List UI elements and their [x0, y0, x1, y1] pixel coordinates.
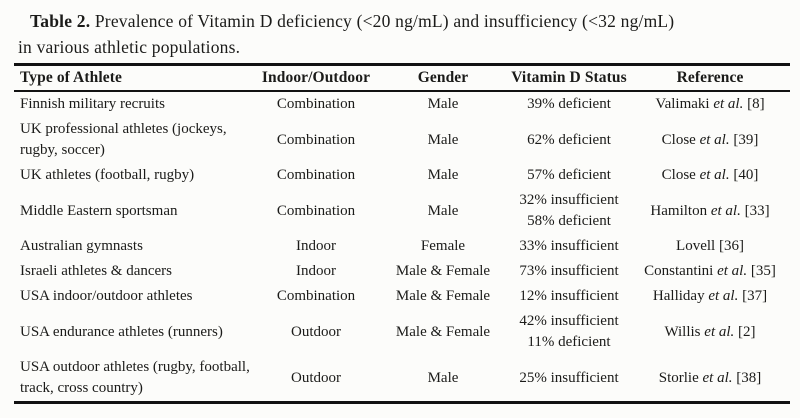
cell-status: 32% insufficient 58% deficient: [519, 192, 619, 229]
reference-number: [8]: [747, 96, 765, 112]
cell-reference: Close et al. [40]: [630, 163, 790, 188]
reference-number: [33]: [744, 202, 770, 219]
cell-athlete: Australian gymnasts: [20, 238, 143, 254]
cell-status: 42% insufficient 11% deficient: [519, 313, 619, 350]
cell-reference: Storlie et al. [38]: [630, 355, 790, 403]
cell-environment: Outdoor: [291, 369, 341, 386]
cell-gender: Male: [427, 131, 459, 148]
table-row: Australian gymnasts Indoor Female 33% in…: [14, 234, 790, 259]
reference-author: Close: [661, 131, 696, 148]
reference-number: [35]: [750, 263, 776, 279]
reference-number: [38]: [736, 369, 762, 386]
reference-author: Halliday: [652, 288, 705, 304]
col-header-indoor-outdoor: Indoor/Outdoor: [254, 64, 378, 92]
col-header-vitamin-d-status: Vitamin D Status: [508, 64, 630, 92]
reference-etal: et al.: [708, 288, 739, 304]
table-row: USA indoor/outdoor athletes Combination …: [14, 284, 790, 309]
cell-status: 39% deficient: [527, 96, 611, 112]
cell-status: 12% insufficient: [519, 288, 619, 304]
cell-athlete: Israeli athletes & dancers: [20, 263, 173, 279]
table-row: USA outdoor athletes (rugby, football, t…: [14, 355, 790, 403]
reference-etal: et al.: [717, 263, 748, 279]
reference-number: [2]: [738, 323, 756, 340]
cell-reference: Halliday et al. [37]: [630, 284, 790, 309]
reference-etal: et al.: [713, 96, 744, 112]
table-row: Israeli athletes & dancers Indoor Male &…: [14, 259, 790, 284]
cell-gender: Male: [427, 96, 459, 112]
caption-line-2: in various athletic populations.: [18, 37, 241, 57]
table-row: UK athletes (football, rugby) Combinatio…: [14, 163, 790, 188]
cell-environment: Combination: [276, 202, 356, 219]
cell-reference: Lovell [36]: [630, 234, 790, 259]
cell-gender: Female: [420, 238, 466, 254]
cell-environment: Indoor: [296, 238, 336, 254]
cell-environment: Combination: [276, 96, 356, 112]
reference-author: Hamilton: [650, 202, 708, 219]
cell-athlete: Finnish military recruits: [20, 96, 165, 112]
table-row: Finnish military recruits Combination Ma…: [14, 91, 790, 117]
cell-status: 33% insufficient: [519, 238, 619, 254]
table-row: Middle Eastern sportsman Combination Mal…: [14, 188, 790, 234]
cell-environment: Outdoor: [291, 323, 341, 340]
reference-etal: et al.: [702, 369, 733, 386]
cell-reference: Valimaki et al. [8]: [630, 91, 790, 117]
table-header-row: Type of Athlete Indoor/Outdoor Gender Vi…: [14, 64, 790, 92]
cell-reference: Willis et al. [2]: [630, 309, 790, 355]
table-row: UK professional athletes (jockeys, rugby…: [14, 117, 790, 163]
cell-environment: Combination: [276, 167, 356, 183]
reference-author: Valimaki: [655, 96, 710, 112]
cell-gender: Male & Female: [395, 263, 491, 279]
table-caption: Table 2. Prevalence of Vitamin D deficie…: [0, 0, 774, 60]
cell-athlete: UK athletes (football, rugby): [20, 167, 195, 183]
caption-label: Table 2.: [30, 11, 91, 31]
col-header-type-of-athlete: Type of Athlete: [14, 64, 254, 92]
reference-etal: et al.: [710, 202, 741, 219]
cell-gender: Male: [427, 202, 459, 219]
reference-number: [37]: [742, 288, 768, 304]
reference-etal: et al.: [699, 131, 730, 148]
cell-environment: Indoor: [296, 263, 336, 279]
reference-author: Close: [661, 167, 696, 183]
reference-author: Storlie: [658, 369, 699, 386]
reference-author: Constantini: [644, 263, 714, 279]
cell-athlete: Middle Eastern sportsman: [20, 202, 178, 219]
cell-gender: Male: [427, 167, 459, 183]
cell-status: 62% deficient: [527, 131, 611, 148]
reference-author: Willis: [664, 323, 701, 340]
cell-gender: Male & Female: [395, 323, 491, 340]
reference-number: [39]: [733, 131, 759, 148]
cell-gender: Male: [427, 369, 459, 386]
cell-athlete: UK professional athletes (jockeys, rugby…: [20, 121, 227, 158]
col-header-gender: Gender: [378, 64, 508, 92]
reference-number: [40]: [733, 167, 759, 183]
cell-status: 57% deficient: [527, 167, 611, 183]
cell-athlete: USA indoor/outdoor athletes: [20, 288, 193, 304]
table-row: USA endurance athletes (runners) Outdoor…: [14, 309, 790, 355]
caption-text: Prevalence of Vitamin D deficiency (<20 …: [94, 11, 675, 31]
reference-etal: et al.: [699, 167, 730, 183]
cell-athlete: USA outdoor athletes (rugby, football, t…: [20, 359, 250, 396]
reference-number: [36]: [718, 238, 744, 254]
cell-status: 73% insufficient: [519, 263, 619, 279]
prevalence-table: Type of Athlete Indoor/Outdoor Gender Vi…: [14, 63, 790, 404]
col-header-reference: Reference: [630, 64, 790, 92]
cell-reference: Hamilton et al. [33]: [630, 188, 790, 234]
cell-status: 25% insufficient: [519, 369, 619, 386]
cell-environment: Combination: [276, 131, 356, 148]
reference-author: Lovell: [676, 238, 716, 254]
cell-reference: Close et al. [39]: [630, 117, 790, 163]
cell-gender: Male & Female: [395, 288, 491, 304]
caption-line-1: Table 2. Prevalence of Vitamin D deficie…: [18, 8, 774, 34]
reference-etal: et al.: [704, 323, 735, 340]
cell-environment: Combination: [276, 288, 356, 304]
cell-athlete: USA endurance athletes (runners): [20, 323, 223, 340]
cell-reference: Constantini et al. [35]: [630, 259, 790, 284]
